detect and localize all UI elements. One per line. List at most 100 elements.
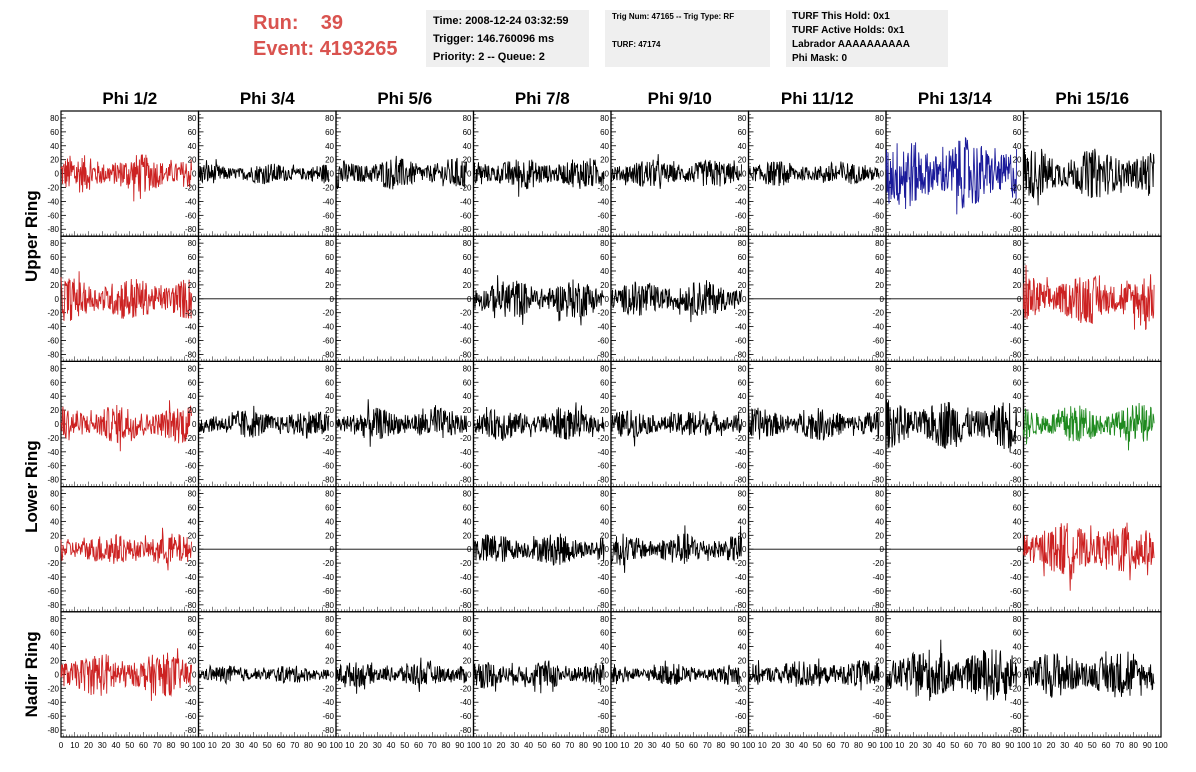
y-tick-label: 80 (188, 490, 197, 499)
y-tick-label: -40 (735, 323, 747, 332)
y-tick-label: -80 (460, 476, 472, 485)
y-tick-label: -20 (735, 684, 747, 693)
y-tick-label: 20 (1013, 406, 1022, 415)
y-tick-label: -80 (47, 225, 59, 234)
y-tick-label: 0 (1017, 670, 1022, 679)
x-tick-label: 10 (208, 741, 217, 750)
y-tick-label: -60 (1010, 587, 1022, 596)
y-tick-label: -40 (47, 573, 59, 582)
y-tick-label: -40 (322, 323, 334, 332)
run-label: Run: (253, 12, 299, 34)
y-tick-label: 80 (875, 490, 884, 499)
y-tick-label: 60 (50, 128, 59, 137)
y-tick-label: -20 (597, 434, 609, 443)
x-tick-label: 70 (153, 741, 162, 750)
y-tick-label: 60 (738, 253, 747, 262)
column-header: Phi 5/6 (377, 89, 432, 108)
y-tick-label: 0 (192, 420, 197, 429)
x-tick-label: 80 (992, 741, 1001, 750)
y-tick-label: -20 (47, 184, 59, 193)
y-tick-label: 40 (875, 267, 884, 276)
y-tick-label: 40 (875, 392, 884, 401)
y-tick-label: 20 (463, 281, 472, 290)
waveform-trace (473, 660, 605, 694)
y-tick-label: -20 (185, 184, 197, 193)
y-tick-label: 40 (738, 517, 747, 526)
column-header: Phi 7/8 (515, 89, 570, 108)
y-tick-label: 0 (467, 545, 472, 554)
y-tick-label: 60 (738, 128, 747, 137)
y-tick-label: -80 (735, 726, 747, 735)
y-tick-label: -60 (597, 211, 609, 220)
y-tick-label: 20 (1013, 656, 1022, 665)
x-tick-label: 80 (717, 741, 726, 750)
y-tick-label: -80 (1010, 476, 1022, 485)
y-tick-label: -20 (1010, 684, 1022, 693)
waveform-trace (1023, 651, 1155, 698)
y-tick-label: 20 (600, 656, 609, 665)
y-tick-label: 40 (875, 142, 884, 151)
x-tick-label: 30 (785, 741, 794, 750)
y-tick-label: 40 (1013, 392, 1022, 401)
y-tick-label: -40 (460, 573, 472, 582)
x-tick-label: 20 (222, 741, 231, 750)
run-row: Run: 39 (253, 10, 398, 36)
y-tick-label: 60 (188, 503, 197, 512)
y-tick-label: -80 (185, 350, 197, 359)
y-tick-label: -20 (460, 309, 472, 318)
y-tick-label: 0 (742, 545, 747, 554)
x-tick-label: 70 (565, 741, 574, 750)
y-tick-label: 60 (325, 128, 334, 137)
y-tick-label: 60 (463, 378, 472, 387)
x-tick-label: 80 (854, 741, 863, 750)
y-tick-label: 0 (467, 170, 472, 179)
y-tick-label: 0 (605, 545, 610, 554)
y-tick-label: 0 (55, 420, 60, 429)
y-tick-label: 40 (463, 392, 472, 401)
y-tick-label: 0 (880, 420, 885, 429)
y-tick-label: 0 (880, 670, 885, 679)
x-tick-label: 10 (483, 741, 492, 750)
y-tick-label: -40 (872, 698, 884, 707)
y-tick-label: 60 (875, 253, 884, 262)
x-tick-label: 70 (703, 741, 712, 750)
y-tick-label: -20 (735, 434, 747, 443)
y-tick-label: -60 (735, 587, 747, 596)
y-tick-label: 80 (50, 364, 59, 373)
y-tick-label: -40 (872, 573, 884, 582)
y-tick-label: 40 (50, 267, 59, 276)
y-tick-label: -20 (460, 559, 472, 568)
x-tick-label: 10 (345, 741, 354, 750)
y-tick-label: -60 (185, 712, 197, 721)
y-tick-label: 60 (463, 128, 472, 137)
y-tick-label: 0 (742, 670, 747, 679)
y-tick-label: 60 (738, 629, 747, 638)
x-tick-label: 80 (1129, 741, 1138, 750)
column-header: Phi 15/16 (1055, 89, 1129, 108)
y-tick-label: 80 (463, 114, 472, 123)
y-tick-label: 60 (600, 378, 609, 387)
y-tick-label: 60 (50, 629, 59, 638)
y-tick-label: 20 (1013, 156, 1022, 165)
x-tick-label: 50 (400, 741, 409, 750)
y-tick-label: 60 (738, 378, 747, 387)
y-tick-label: 60 (463, 503, 472, 512)
y-tick-label: -80 (735, 225, 747, 234)
y-tick-label: -80 (460, 726, 472, 735)
y-tick-label: -20 (597, 184, 609, 193)
x-tick-label: 0 (59, 741, 64, 750)
y-tick-label: 0 (330, 670, 335, 679)
y-tick-label: 20 (325, 156, 334, 165)
y-tick-label: 80 (875, 114, 884, 123)
y-tick-label: 0 (880, 170, 885, 179)
y-tick-label: 80 (50, 490, 59, 499)
y-tick-label: 80 (188, 114, 197, 123)
y-tick-label: -60 (322, 462, 334, 471)
y-tick-label: -20 (872, 559, 884, 568)
y-tick-label: -60 (1010, 211, 1022, 220)
y-tick-label: -20 (322, 684, 334, 693)
y-tick-label: -40 (597, 197, 609, 206)
y-tick-label: 20 (600, 406, 609, 415)
y-tick-label: -40 (735, 573, 747, 582)
y-tick-label: -20 (872, 434, 884, 443)
